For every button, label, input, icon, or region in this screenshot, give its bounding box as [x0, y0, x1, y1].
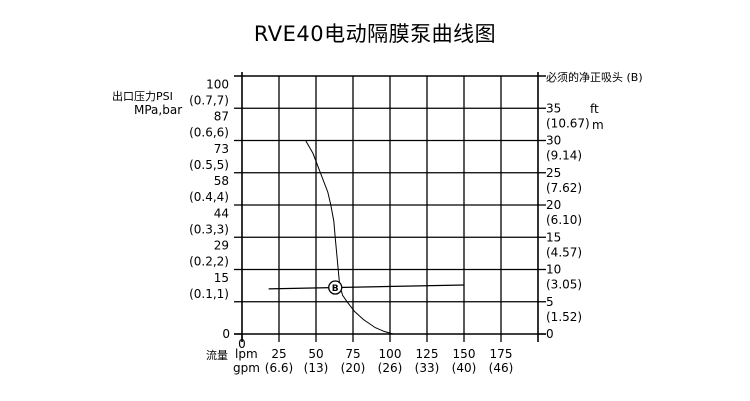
npshr-line: [268, 284, 465, 290]
left-tick-label-mpa: (0.2,2): [189, 255, 229, 269]
x-tick-label-gpm: (6.6): [265, 361, 293, 375]
right-tick-label-ft: 10: [546, 263, 561, 277]
right-tick-label-ft: 20: [546, 198, 561, 212]
right-tick-label-m: (9.14): [546, 149, 582, 163]
grid-lines: [242, 76, 538, 334]
right-tick-label-ft: 35: [546, 101, 561, 115]
right-tick-label-m: (3.05): [546, 278, 582, 292]
right-tick-label-m: (4.57): [546, 245, 582, 259]
left-tick-label-psi: 100: [206, 77, 229, 91]
x-tick-label-gpm: (46): [489, 361, 514, 375]
x-tick-label-gpm: (20): [341, 361, 366, 375]
right-tick-label-ft: 15: [546, 230, 561, 244]
npshr-marker-label: B: [332, 284, 339, 294]
tick-labels: 0 15 (0.1,1) 29 (0.2,2) 44 (0.3,3) 58 (0.4,4) 73 (…: [112, 70, 643, 375]
left-tick-label-mpa: (0.3,3): [189, 222, 229, 236]
x-tick-label-lpm: 175: [490, 347, 513, 361]
right-axis-unit-m: m: [592, 118, 604, 132]
right-axis-unit-ft: ft: [590, 102, 599, 116]
right-tick-label-ft: 0: [546, 327, 554, 341]
x-tick-label-gpm: (26): [378, 361, 403, 375]
right-tick-label-m: (10.67): [546, 116, 590, 130]
x-tick-label-lpm: 150: [453, 347, 476, 361]
left-tick-label-mpa: (0.4,4): [189, 190, 229, 204]
left-tick-label-mpa: (0.5,5): [189, 158, 229, 172]
x-tick-label-gpm: (40): [452, 361, 477, 375]
x-tick-label-lpm: 50: [308, 347, 323, 361]
right-tick-label-ft: 30: [546, 134, 561, 148]
x-tick-label-lpm: 125: [416, 347, 439, 361]
pressure-curve: [305, 140, 394, 335]
x-tick-label-lpm: 0: [238, 337, 246, 351]
x-tick-label-lpm: 100: [379, 347, 402, 361]
left-tick-label-psi: 44: [214, 206, 229, 220]
x-tick-label-lpm: 75: [345, 347, 360, 361]
left-tick-label-mpa: (0.6,6): [189, 126, 229, 140]
x-axis-label: 流量: [206, 348, 228, 362]
right-axis-label: 必须的净正吸头 (B): [546, 70, 643, 84]
axes: [234, 72, 546, 342]
npshr-marker: [328, 280, 343, 295]
left-axis-label-mpa: MPa,bar: [134, 103, 182, 117]
right-tick-label-m: (1.52): [546, 310, 582, 324]
left-tick-label-psi: 29: [214, 239, 229, 253]
left-tick-label-psi: 58: [214, 174, 229, 188]
right-tick-label-m: (7.62): [546, 181, 582, 195]
left-tick-label-psi: 73: [214, 142, 229, 156]
x-tick-label-gpm: (13): [304, 361, 329, 375]
right-tick-label-ft: 25: [546, 166, 561, 180]
left-tick-label-psi: 0: [222, 327, 230, 341]
left-tick-label-mpa: (0.7,7): [189, 93, 229, 107]
series: B: [268, 140, 465, 335]
x-tick-label-gpm: (33): [415, 361, 440, 375]
page-title: RVE40电动隔膜泵曲线图: [253, 22, 497, 46]
left-tick-label-psi: 87: [214, 110, 229, 124]
right-tick-label-ft: 5: [546, 295, 554, 309]
x-axis-unit-gpm: gpm: [233, 361, 260, 375]
left-axis-label-psi: 出口压力PSI: [112, 89, 173, 103]
x-axis-unit-lpm: lpm: [235, 347, 258, 361]
left-tick-label-psi: 15: [214, 271, 229, 285]
x-tick-label-lpm: 25: [271, 347, 286, 361]
left-tick-label-mpa: (0.1,1): [189, 287, 229, 301]
right-tick-label-m: (6.10): [546, 213, 582, 227]
